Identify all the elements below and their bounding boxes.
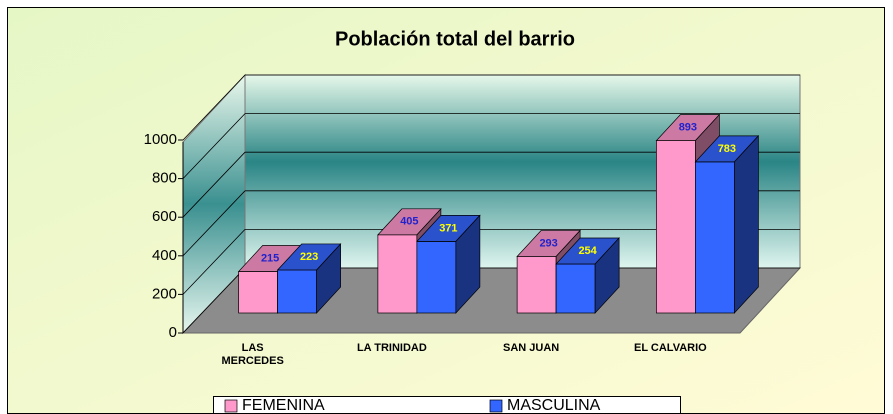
grid-line [182, 113, 246, 179]
x-tick-label: LA TRINIDAD [356, 342, 427, 354]
y-tick-label: 200 [152, 285, 177, 302]
value-label: 293 [539, 237, 557, 249]
bar-front [516, 256, 557, 314]
value-label: 254 [578, 245, 597, 257]
legend-label: FEMENINA [242, 397, 325, 414]
bar-side [316, 243, 341, 314]
bar-side [594, 237, 620, 314]
value-label: 893 [679, 122, 697, 134]
bar-side [455, 214, 481, 314]
grid-line [182, 74, 246, 141]
value-label: 371 [439, 222, 457, 234]
y-tick-label: 600 [152, 208, 177, 225]
grid-line [182, 267, 246, 334]
legend-label: MASCULINA [507, 397, 601, 414]
bar-side [734, 134, 759, 314]
bar-front [695, 161, 735, 314]
bar-front [416, 241, 457, 314]
legend-swatch [489, 399, 503, 413]
y-tick-label: 800 [152, 170, 177, 187]
y-tick-label: 0 [169, 324, 177, 341]
bar-front [377, 234, 418, 314]
value-label: 783 [718, 143, 736, 155]
bar-front [238, 271, 278, 314]
x-tick-label: SAN JUAN [503, 342, 560, 354]
value-label: 223 [300, 251, 318, 263]
chart-title: Población total del barrio [335, 28, 575, 50]
grid-line [182, 229, 246, 295]
bar-front [277, 269, 317, 314]
value-label: 405 [400, 216, 418, 228]
x-tick-label: LAS MERCEDES [221, 342, 284, 367]
legend-swatch [224, 399, 238, 413]
value-label: 215 [261, 252, 279, 264]
y-tick-label: 1000 [144, 131, 177, 148]
grid-line [182, 151, 246, 218]
bar-front [656, 140, 696, 314]
y-tick-label: 400 [152, 247, 177, 264]
x-tick-label: EL CALVARIO [634, 342, 707, 354]
grid-line [182, 190, 246, 257]
bar-front [555, 263, 596, 314]
